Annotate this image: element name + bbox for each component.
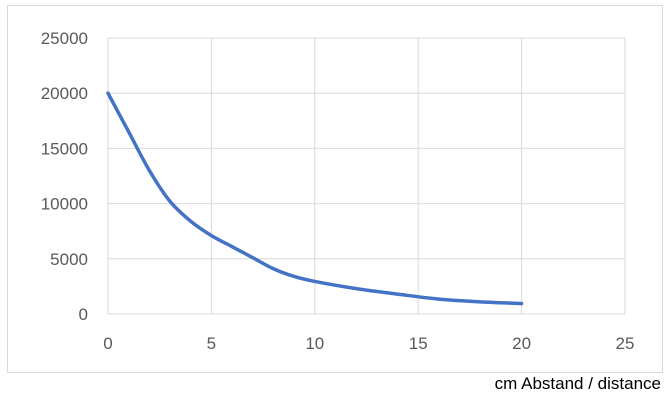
- series-layer: [106, 91, 524, 306]
- x-tick-label: 5: [207, 334, 216, 353]
- y-tick-label: 25000: [41, 29, 88, 48]
- x-tick-label: 25: [616, 334, 635, 353]
- y-tick-label: 15000: [41, 139, 88, 158]
- y-tick-label: 5000: [50, 250, 88, 269]
- series-line: [106, 91, 524, 306]
- x-tick-label: 10: [305, 334, 324, 353]
- y-tick-label: 0: [79, 305, 88, 324]
- y-tick-label: 10000: [41, 195, 88, 214]
- x-tick-label: 0: [103, 334, 112, 353]
- x-tick-label: 15: [409, 334, 428, 353]
- y-tick-label: 20000: [41, 84, 88, 103]
- x-tick-label: 20: [512, 334, 531, 353]
- chart-frame: [7, 5, 663, 373]
- x-axis-title: cm Abstand / distance: [494, 374, 661, 393]
- tick-labels: 0 5000 10000 15000 20000 25000 0 5 10 15 20 25: [41, 29, 635, 353]
- gridlines: [107, 37, 626, 314]
